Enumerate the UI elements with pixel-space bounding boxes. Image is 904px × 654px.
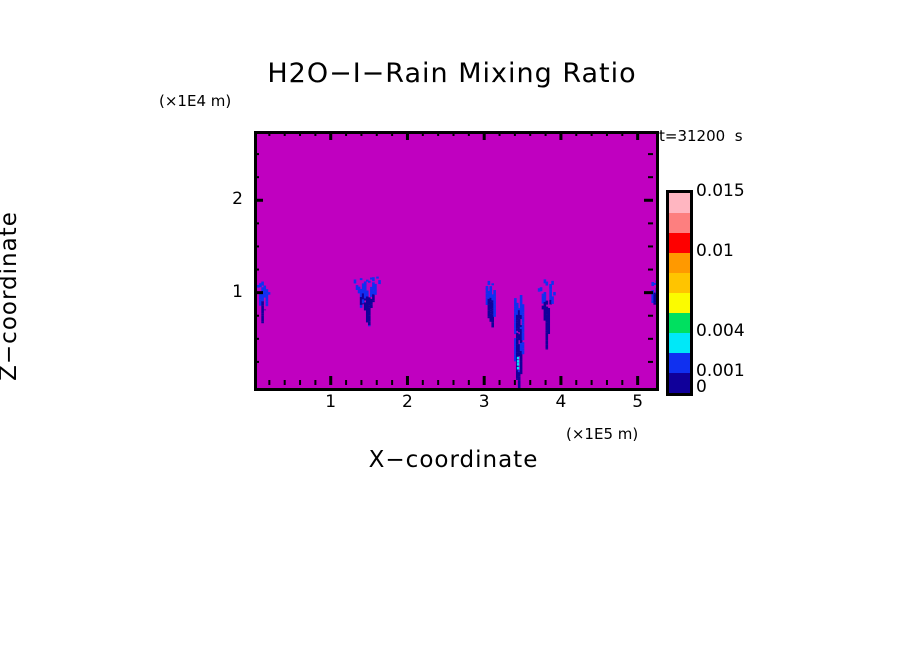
x-tick-label-3: 4	[555, 392, 567, 412]
colorbar-band-7	[669, 333, 690, 353]
rain-feature-plume-right-edge	[651, 280, 656, 305]
colorbar-band-2	[669, 233, 690, 253]
colorbar-band-4	[669, 273, 690, 293]
colorbar-band-6	[669, 313, 690, 333]
x-tick-label-2: 3	[478, 392, 490, 412]
x-tick-label-4: 5	[632, 392, 644, 412]
x-axis-title: X−coordinate	[368, 447, 539, 473]
rain-feature-plume-second	[353, 276, 381, 327]
colorbar-label-0: 0.015	[696, 181, 745, 201]
y-axis-unit-label: (×1E4 m)	[159, 92, 232, 110]
rain-feature-streak-third	[485, 280, 496, 328]
plot-area	[254, 131, 659, 391]
x-tick-label-1: 2	[402, 392, 413, 412]
rain-feature-plume-left-edge	[257, 281, 271, 324]
colorbar-band-9	[669, 373, 690, 393]
y-axis-title: Z−coordinate	[0, 211, 22, 381]
colorbar-band-8	[669, 353, 690, 373]
x-tick-label-0: 1	[325, 392, 337, 412]
colorbar-label-1: 0.01	[696, 241, 734, 261]
colorbar-label-3: 0.001	[696, 361, 745, 381]
colorbar-band-3	[669, 253, 690, 273]
colorbar	[666, 190, 693, 396]
time-annotation: t=31200 s	[659, 127, 743, 145]
colorbar-band-1	[669, 213, 690, 233]
y-tick-label-1: 2	[232, 189, 243, 210]
contour-field	[257, 276, 656, 388]
colorbar-band-5	[669, 293, 690, 313]
colorbar-band-0	[669, 193, 690, 213]
rain-feature-streak-fourth	[514, 295, 525, 388]
colorbar-label-4: 0	[696, 377, 707, 397]
rain-feature-plume-fifth	[537, 279, 556, 350]
x-axis-unit-label: (×1E5 m)	[566, 425, 639, 443]
colorbar-label-2: 0.004	[696, 321, 745, 341]
page-title: H2O−I−Rain Mixing Ratio	[267, 58, 637, 89]
y-tick-label-0: 1	[232, 281, 243, 302]
